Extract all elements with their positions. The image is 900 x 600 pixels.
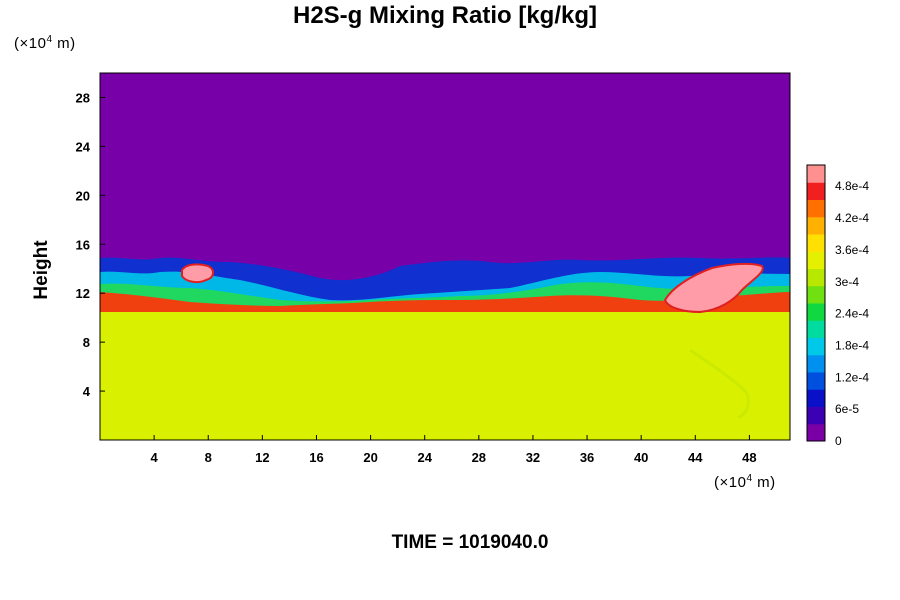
y-tick-label: 28 — [76, 90, 90, 105]
colorbar-swatch — [807, 199, 825, 218]
x-tick-label: 28 — [472, 450, 486, 465]
colorbar-swatch — [807, 216, 825, 235]
colorbar-swatch — [807, 389, 825, 407]
lower-plume — [689, 348, 750, 420]
x-axis-ticks: 4 8 12 16 20 24 28 32 36 40 44 48 — [151, 435, 757, 465]
x-tick-label: 24 — [417, 450, 432, 465]
x-tick-label: 16 — [309, 450, 323, 465]
y-tick-label: 8 — [83, 335, 90, 350]
plot-field — [100, 73, 790, 440]
colorbar-tick-label: 1.8e-4 — [835, 338, 869, 352]
x-tick-label: 8 — [205, 450, 212, 465]
colorbar-swatch — [807, 285, 825, 304]
x-tick-label: 48 — [742, 450, 756, 465]
y-tick-label: 16 — [76, 237, 90, 252]
colorbar: 0 6e-5 1.2e-4 1.8e-4 2.4e-4 3e-4 3.6e-4 4.2e-4 4… — [806, 164, 869, 448]
colorbar-swatch — [807, 303, 825, 321]
colorbar-swatch — [807, 320, 825, 338]
colorbar-swatch — [807, 165, 825, 183]
colorbar-swatch — [807, 372, 825, 390]
colorbar-tick-label: 6e-5 — [835, 402, 859, 416]
x-tick-label: 44 — [688, 450, 703, 465]
colorbar-tick-label: 4.8e-4 — [835, 179, 869, 193]
y-tick-label: 12 — [76, 286, 90, 301]
y-axis-unit: (×104 m) — [14, 34, 76, 52]
x-tick-label: 32 — [526, 450, 540, 465]
colorbar-swatch — [807, 182, 825, 200]
colorbar-swatch — [807, 354, 825, 373]
time-label: TIME = 1019040.0 — [391, 532, 549, 553]
y-tick-label: 20 — [76, 188, 90, 203]
x-tick-label: 4 — [151, 450, 159, 465]
x-tick-label: 40 — [634, 450, 648, 465]
colorbar-tick-label: 2.4e-4 — [835, 307, 869, 321]
colorbar-swatch — [807, 423, 825, 442]
lower-field — [100, 312, 790, 440]
colorbar-swatch — [807, 234, 825, 252]
y-tick-label: 24 — [76, 139, 91, 154]
chart-title: H2S-g Mixing Ratio [kg/kg] — [292, 2, 597, 29]
plot-frame — [99, 72, 791, 441]
colorbar-swatch — [807, 406, 825, 425]
colorbar-tick-label: 3e-4 — [835, 275, 859, 289]
x-tick-label: 36 — [580, 450, 594, 465]
colorbar-tick-label: 1.2e-4 — [835, 370, 869, 384]
colorbar-tick-label: 3.6e-4 — [835, 243, 869, 257]
colorbar-frame — [806, 164, 826, 442]
x-tick-label: 12 — [255, 450, 269, 465]
x-tick-label: 20 — [363, 450, 377, 465]
x-axis-unit: (×104 m) — [714, 473, 776, 491]
colorbar-swatch — [807, 251, 825, 269]
colorbar-tick-label: 4.2e-4 — [835, 211, 869, 225]
y-tick-label: 4 — [83, 384, 91, 399]
high-concentration-band — [100, 292, 790, 318]
colorbar-tick-label: 0 — [835, 434, 842, 448]
colorbar-swatch — [807, 337, 825, 356]
colorbar-swatch — [807, 268, 825, 287]
y-axis-ticks: 4 8 12 16 20 24 28 — [76, 90, 105, 399]
peak-patch-right — [663, 262, 764, 314]
peak-patch-left — [181, 263, 214, 284]
